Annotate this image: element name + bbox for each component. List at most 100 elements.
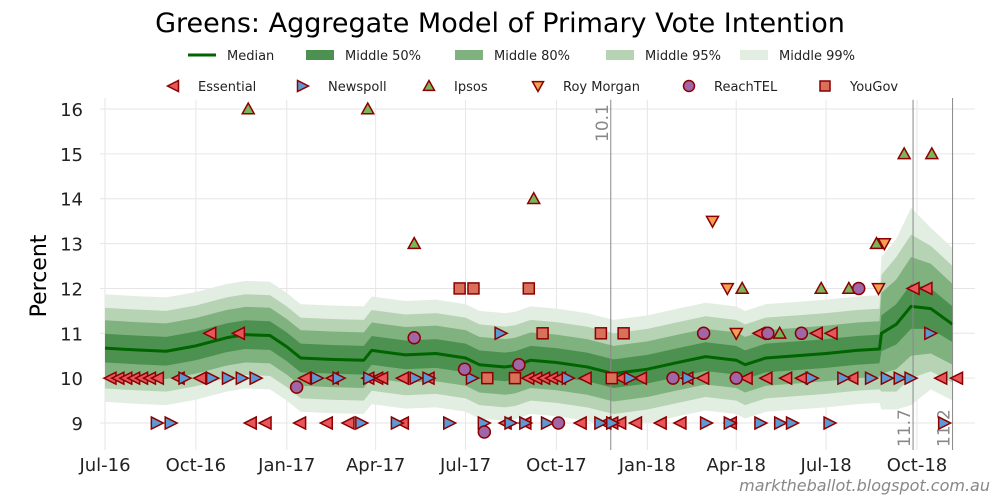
poll-point-roy-morgan — [705, 215, 720, 229]
poll-point-newspoll — [864, 370, 880, 386]
poll-point-essential — [394, 370, 410, 386]
poll-point-ipsos — [924, 146, 940, 160]
poll-point-newspoll — [623, 370, 639, 386]
y-axis-label: Percent — [27, 234, 52, 317]
poll-point-reachtel — [407, 331, 421, 345]
poll-point-newspoll — [937, 415, 953, 431]
poll-point-newspoll — [310, 370, 326, 386]
poll-point-essential — [652, 415, 667, 431]
poll-point-essential — [738, 370, 753, 386]
y-tick-label: 12 — [60, 279, 83, 300]
poll-point-newspoll — [754, 415, 769, 431]
poll-point-ipsos — [240, 101, 256, 115]
poll-point-essential — [192, 370, 207, 386]
x-tick-label: Jul-18 — [800, 455, 852, 476]
poll-point-newspoll — [605, 415, 621, 431]
poll-point-newspoll — [699, 415, 715, 431]
legend-marker-ipsos — [422, 78, 436, 92]
poll-point-newspoll — [519, 415, 534, 431]
poll-point-newspoll — [390, 415, 406, 431]
median-line — [104, 304, 954, 376]
poll-point-newspoll — [893, 370, 908, 386]
poll-point-essential — [918, 281, 933, 296]
poll-point-essential — [242, 415, 257, 431]
poll-point-yougov — [605, 371, 619, 385]
poll-point-yougov — [594, 327, 608, 340]
poll-point-essential — [627, 415, 643, 431]
legend-marker-essential — [165, 79, 180, 93]
y-tick-label: 10 — [60, 369, 83, 390]
poll-point-essential — [777, 370, 793, 386]
watermark: marktheballot.blogspot.com.au — [739, 476, 990, 495]
legend-label: Newspoll — [328, 80, 387, 95]
poll-point-newspoll — [504, 415, 519, 431]
y-tick-label: 14 — [60, 190, 83, 211]
poll-point-newspoll — [355, 415, 370, 431]
legend-label: Middle 95% — [645, 49, 721, 64]
poll-point-roy-morgan — [720, 282, 735, 296]
poll-point-essential — [149, 370, 165, 386]
poll-point-roy-morgan — [877, 238, 892, 252]
poll-point-newspoll — [924, 326, 939, 341]
legend: Median Middle 50% Middle 80% Middle 95% Midd… — [165, 49, 898, 95]
poll-point-newspoll — [221, 370, 237, 386]
y-tick-label: 9 — [72, 414, 83, 435]
legend-label: Ipsos — [454, 80, 488, 95]
poll-point-yougov — [467, 282, 480, 295]
legend-swatch-band — [606, 50, 634, 60]
axes: 9 10 11 12 13 14 15 16 Jul-16 Oct-16 Jan-17 Apr-17 J… — [60, 100, 947, 476]
poll-point-yougov — [481, 371, 494, 385]
poll-point-newspoll — [904, 370, 919, 386]
poll-point-essential — [577, 370, 592, 386]
legend-background — [160, 42, 920, 100]
poll-point-essential — [823, 326, 838, 341]
poll-point-reachtel — [477, 425, 492, 439]
poll-point-essential — [948, 370, 964, 386]
x-tick-label: Jul-16 — [78, 455, 130, 476]
poll-point-newspoll — [773, 415, 789, 431]
poll-point-newspoll — [235, 370, 250, 386]
poll-point-essential — [933, 370, 948, 386]
legend-label: Roy Morgan — [563, 80, 640, 95]
poll-point-newspoll — [332, 370, 347, 386]
poll-point-essential — [672, 415, 687, 431]
x-tick-label: Oct-18 — [887, 455, 948, 476]
poll-point-ipsos — [841, 280, 857, 294]
event-label: 10.1 — [593, 104, 613, 142]
poll-point-reachtel — [761, 326, 775, 341]
poll-point-yougov — [617, 327, 630, 340]
poll-point-reachtel — [851, 281, 866, 296]
poll-point-newspoll — [205, 370, 221, 386]
poll-point-yougov — [536, 327, 549, 340]
legend-marker-yougov — [819, 80, 831, 92]
poll-point-essential — [632, 370, 648, 386]
x-tick-label: Apr-18 — [707, 455, 766, 476]
legend-label: Median — [227, 49, 274, 64]
legend-swatch-band — [306, 50, 334, 60]
poll-point-reachtel — [457, 362, 472, 376]
legend-label: Middle 80% — [494, 49, 570, 64]
legend-marker-reachtel — [682, 79, 696, 93]
poll-point-newspoll — [837, 370, 852, 386]
poll-point-newspoll — [682, 370, 697, 386]
event-label: 11.7 — [895, 409, 915, 447]
poll-point-newspoll — [422, 370, 437, 386]
x-tick-label: Jan-18 — [618, 455, 676, 476]
poll-point-reachtel — [666, 371, 680, 385]
poll-point-newspoll — [150, 415, 166, 431]
poll-point-essential — [694, 370, 710, 386]
poll-point-newspoll — [880, 370, 896, 386]
y-tick-label: 13 — [60, 235, 83, 256]
poll-point-newspoll — [561, 370, 576, 386]
poll-point-reachtel — [551, 416, 566, 430]
legend-swatch-band — [455, 50, 483, 60]
legend-label: Middle 50% — [345, 49, 421, 64]
poll-point-newspoll — [249, 370, 264, 386]
legend-marker-newspoll — [296, 79, 311, 93]
poll-point-newspoll — [465, 370, 481, 386]
confidence-bands — [105, 207, 953, 428]
poll-point-roy-morgan — [871, 282, 886, 296]
poll-point-essential — [808, 326, 823, 341]
poll-point-essential — [318, 415, 334, 431]
